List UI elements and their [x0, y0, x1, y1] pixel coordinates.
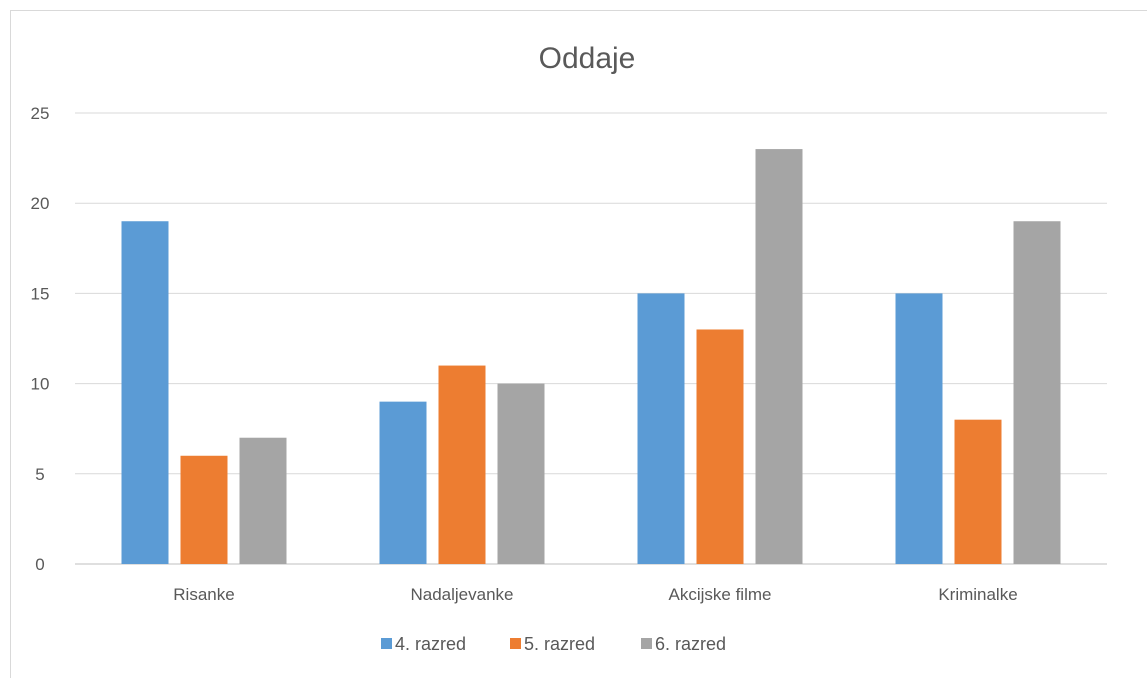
bar-0-2 — [239, 437, 287, 564]
legend-label: 5. razred — [524, 634, 595, 654]
bar-3-0 — [895, 293, 943, 564]
bar-0-0 — [121, 221, 169, 565]
y-tick-label: 5 — [35, 465, 44, 484]
legend-swatch — [381, 638, 392, 649]
category-label: Nadaljevanke — [410, 585, 513, 604]
category-label: Kriminalke — [938, 585, 1017, 604]
legend-label: 4. razred — [395, 634, 466, 654]
legend-swatch — [641, 638, 652, 649]
bar-3-2 — [1013, 221, 1061, 565]
y-tick-label: 15 — [31, 284, 50, 303]
y-axis-ticks: 0 5 10 15 20 25 — [31, 104, 50, 574]
legend-label: 6. razred — [655, 634, 726, 654]
bar-2-2 — [755, 149, 803, 564]
legend-swatch — [510, 638, 521, 649]
y-tick-label: 20 — [31, 194, 50, 213]
y-tick-label: 25 — [31, 104, 50, 123]
category-label: Risanke — [173, 585, 234, 604]
bar-1-2 — [497, 383, 545, 564]
x-axis-categories: Risanke Nadaljevanke Akcijske filme Krimina… — [173, 585, 1017, 604]
bar-1-1 — [438, 365, 486, 564]
bar-0-1 — [180, 455, 228, 564]
chart-title: Oddaje — [539, 42, 636, 75]
bars — [121, 149, 1061, 565]
chart-frame — [10, 10, 1147, 678]
gridlines — [75, 112, 1107, 565]
bar-1-0 — [379, 401, 427, 564]
y-tick-label: 10 — [31, 375, 50, 394]
bar-2-1 — [696, 329, 744, 564]
bar-2-0 — [637, 293, 685, 564]
bar-3-1 — [954, 419, 1002, 564]
legend: 4. razred 5. razred 6. razred — [381, 634, 726, 654]
y-tick-label: 0 — [35, 555, 44, 574]
category-label: Akcijske filme — [669, 585, 772, 604]
